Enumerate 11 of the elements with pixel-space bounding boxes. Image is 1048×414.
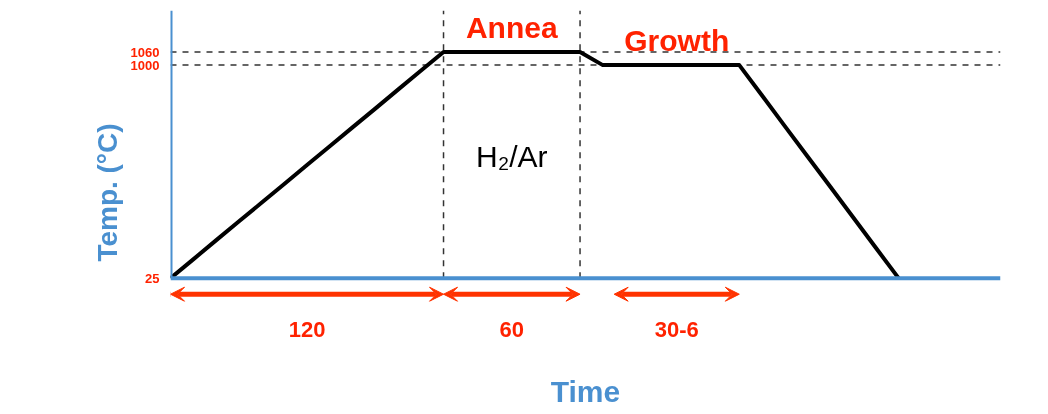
y-tick-label: 25	[145, 270, 160, 286]
text: 60	[499, 317, 525, 343]
text: 120	[288, 317, 326, 343]
y-axis-title: Temp. (°C)	[91, 123, 123, 262]
annotation: H₂/Ar	[475, 139, 548, 173]
annotation: Annea	[465, 11, 558, 45]
text: 30-6	[654, 317, 699, 343]
y-tick-label: 1060	[130, 44, 160, 60]
x-axis-title: Time	[550, 374, 621, 408]
y-tick-label: 1000	[130, 57, 160, 73]
annotation: Growth	[624, 24, 730, 58]
